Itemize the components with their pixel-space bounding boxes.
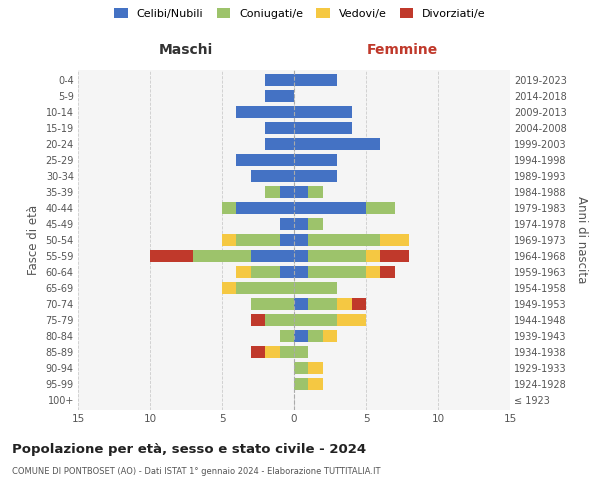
Bar <box>308 218 323 230</box>
Legend: Celibi/Nubili, Coniugati/e, Vedovi/e, Divorziati/e: Celibi/Nubili, Coniugati/e, Vedovi/e, Di… <box>115 8 485 19</box>
Bar <box>236 154 294 166</box>
Bar <box>294 378 308 390</box>
Bar <box>280 234 294 246</box>
Text: Popolazione per età, sesso e stato civile - 2024: Popolazione per età, sesso e stato civil… <box>12 442 366 456</box>
Y-axis label: Fasce di età: Fasce di età <box>27 205 40 275</box>
Bar <box>294 122 352 134</box>
Bar <box>308 186 323 198</box>
Bar <box>294 314 337 326</box>
Bar <box>265 186 280 198</box>
Bar <box>236 266 251 278</box>
Bar <box>294 186 308 198</box>
Bar <box>294 250 308 262</box>
Bar <box>265 346 280 358</box>
Bar <box>294 234 308 246</box>
Bar <box>280 330 294 342</box>
Bar <box>236 282 294 294</box>
Bar <box>380 266 395 278</box>
Bar <box>366 266 380 278</box>
Bar <box>251 250 294 262</box>
Bar <box>265 314 294 326</box>
Bar <box>222 282 236 294</box>
Bar <box>280 346 294 358</box>
Bar <box>294 298 308 310</box>
Bar <box>294 266 308 278</box>
Bar <box>294 170 337 182</box>
Bar <box>380 234 409 246</box>
Bar <box>265 122 294 134</box>
Bar <box>308 378 323 390</box>
Bar <box>294 362 308 374</box>
Bar <box>308 234 380 246</box>
Bar <box>265 74 294 86</box>
Bar <box>265 138 294 150</box>
Bar <box>308 298 337 310</box>
Bar <box>236 202 294 214</box>
Bar <box>308 362 323 374</box>
Bar <box>251 314 265 326</box>
Bar <box>380 250 409 262</box>
Bar <box>294 138 380 150</box>
Bar <box>352 298 366 310</box>
Bar <box>280 218 294 230</box>
Bar <box>308 330 323 342</box>
Bar <box>222 202 236 214</box>
Bar <box>366 250 380 262</box>
Bar <box>251 298 294 310</box>
Bar <box>337 314 366 326</box>
Bar <box>236 106 294 118</box>
Bar <box>150 250 193 262</box>
Bar <box>294 218 308 230</box>
Text: COMUNE DI PONTBOSET (AO) - Dati ISTAT 1° gennaio 2024 - Elaborazione TUTTITALIA.: COMUNE DI PONTBOSET (AO) - Dati ISTAT 1°… <box>12 468 380 476</box>
Bar <box>294 202 366 214</box>
Text: Femmine: Femmine <box>367 44 437 58</box>
Bar <box>193 250 251 262</box>
Bar <box>294 330 308 342</box>
Bar <box>294 106 352 118</box>
Bar <box>294 154 337 166</box>
Bar <box>366 202 395 214</box>
Bar <box>280 186 294 198</box>
Bar <box>251 170 294 182</box>
Bar <box>308 250 366 262</box>
Bar <box>308 266 366 278</box>
Bar <box>280 266 294 278</box>
Bar <box>323 330 337 342</box>
Bar <box>294 346 308 358</box>
Bar <box>265 90 294 102</box>
Y-axis label: Anni di nascita: Anni di nascita <box>575 196 589 284</box>
Bar <box>251 346 265 358</box>
Bar <box>222 234 236 246</box>
Bar <box>337 298 352 310</box>
Bar <box>294 74 337 86</box>
Bar <box>251 266 280 278</box>
Bar <box>236 234 280 246</box>
Text: Maschi: Maschi <box>159 44 213 58</box>
Bar <box>294 282 337 294</box>
